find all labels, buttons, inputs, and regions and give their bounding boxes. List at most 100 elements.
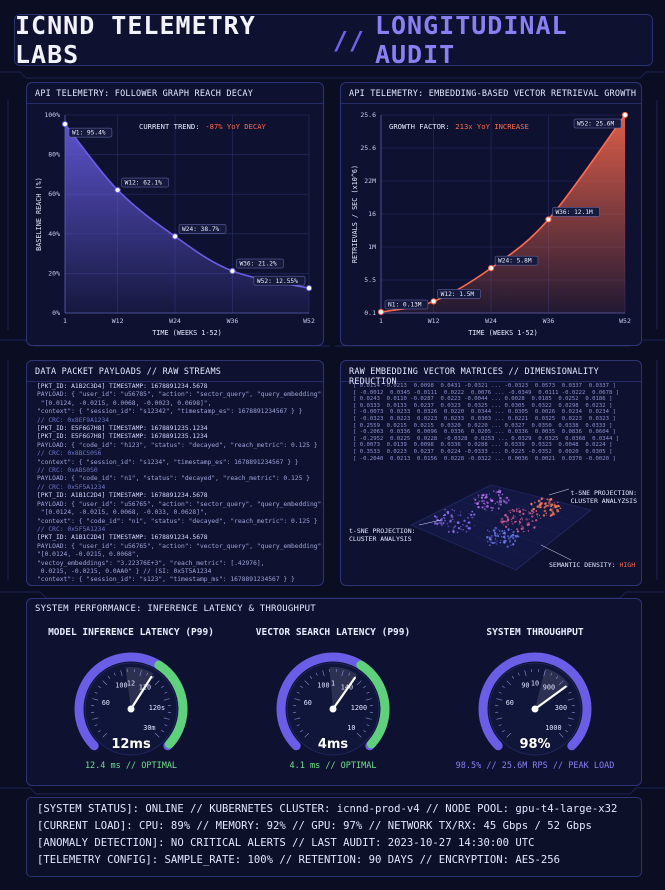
matrix-row: [ 0.0243 0.0110 -0.0287 0.0223 -0.0044 .… (353, 396, 613, 403)
data-point (229, 267, 236, 275)
cluster-dot (482, 493, 485, 497)
density-label: SEMANTIC DENSITY: (549, 561, 616, 569)
cluster-dot (457, 514, 459, 516)
data-point (621, 111, 629, 119)
trend-label: GROWTH FACTOR: (389, 122, 450, 131)
data-label: W36: 21.2% (239, 261, 277, 268)
gauge-tick-label: 100 (115, 681, 127, 689)
cluster-dot (486, 501, 489, 505)
cluster-dot (483, 508, 486, 510)
trend-value: -87% YoY DECAY (205, 122, 266, 131)
cluster-dot (504, 530, 506, 532)
data-label: W52: 12.55% (257, 278, 298, 285)
x-tick-label: W12 (428, 317, 440, 325)
cluster-dot (547, 504, 550, 507)
gauge-1-label: MODEL INFERENCE LATENCY (P99) (48, 627, 214, 638)
performance-title: SYSTEM PERFORMANCE: INFERENCE LATENCY & … (35, 604, 316, 614)
cluster-dot (551, 510, 554, 513)
cluster-dot (544, 501, 547, 505)
cluster-dot (503, 500, 506, 503)
cluster-dot (545, 504, 548, 508)
data-label: N1: 0.13M (388, 302, 422, 309)
cluster-dot (539, 506, 542, 509)
cluster-dot (459, 514, 462, 516)
cluster-dot (461, 523, 464, 526)
cluster-dot (554, 507, 556, 509)
cluster-dot (453, 521, 455, 523)
cluster-dot (553, 504, 556, 507)
cluster-dot (490, 535, 493, 537)
cluster-dot (433, 522, 437, 525)
gauge-tick-label: 10 (531, 680, 539, 688)
cluster-dot (493, 541, 496, 544)
cluster-dot (510, 528, 512, 531)
gauge-2-sub: 4.1 ms // OPTIMAL (289, 761, 377, 771)
y-tick-label: 16 (368, 210, 376, 218)
cluster-dot (549, 514, 552, 517)
gauge-group: 60100120120s30m1260100140120010160909003… (74, 652, 592, 756)
cluster-dot (501, 521, 504, 524)
cluster-dot (514, 539, 516, 541)
packet-line: "context": { "session_id": "s123", "time… (37, 576, 295, 584)
cluster-dot (532, 507, 535, 511)
cluster-dot (467, 521, 470, 524)
cluster-dot (498, 530, 501, 532)
cluster-dot (539, 517, 542, 520)
cluster-dot (488, 544, 491, 547)
trend-value: 213x YoY INCREASE (455, 122, 529, 131)
cluster-dot (446, 512, 450, 515)
cluster-dot (477, 506, 480, 509)
matrix-row: [ -0.2040 0.0213 0.0156 0.0228 -0.0322 .… (353, 455, 616, 462)
gauge-tick-label: 900 (543, 684, 555, 692)
cluster-dot (511, 516, 515, 520)
cluster-dot (448, 519, 452, 523)
matrix-row: [ -0.0323 0.0223 0.0223 0.0233 0.0303 ..… (353, 415, 616, 422)
cluster-dot (516, 509, 518, 512)
cluster-dot (503, 531, 506, 535)
cluster-dot (549, 504, 551, 506)
cluster-dot (499, 490, 502, 492)
cluster-dot (511, 518, 513, 520)
cluster-dot (476, 502, 479, 506)
cluster-dot (518, 510, 522, 513)
cluster-dot (457, 526, 461, 530)
gauge-tick-label: 300 (555, 704, 567, 712)
gauge-tick-label: 60 (102, 699, 110, 707)
packet-line: "context": { "code_id": "n1", "status": … (37, 517, 318, 525)
packet-line: "[0.0124, -0.0215, 0.0068", (37, 551, 140, 559)
cluster-dot (518, 523, 520, 525)
cluster-dot (522, 530, 525, 533)
cluster-dot (501, 530, 504, 533)
gauge-glow (329, 667, 358, 709)
cluster-dot (507, 523, 509, 526)
cluster-dot (501, 493, 504, 496)
embedding-panel: RAW EMBEDDING VECTOR MATRICES // DIMENSI… (340, 360, 642, 586)
cluster-dot (495, 543, 498, 545)
packet-line: "vectoy_embeddings": "3.22376E+3", "reac… (37, 559, 265, 567)
cluster-dot (489, 498, 492, 500)
data-point (545, 216, 552, 223)
cluster-dot (509, 539, 511, 541)
cluster-dot (542, 514, 546, 517)
cluster-dot (451, 518, 454, 521)
cluster-dot (488, 536, 491, 539)
gauge-hub (329, 705, 337, 713)
cluster-dot (505, 496, 509, 500)
cluster-dot (515, 520, 517, 522)
data-point (114, 186, 121, 194)
gauge-glow (125, 667, 154, 709)
cluster-dot (504, 525, 508, 528)
cluster-dot (531, 515, 534, 518)
x-tick-label: W52 (619, 317, 631, 325)
cluster-dot (527, 530, 530, 532)
cluster-dot (470, 517, 472, 519)
packet-line: // CRC: 0x8BCS0S6 (37, 450, 102, 458)
cluster-dot (499, 499, 501, 502)
page-header: ICNND TELEMETRY LABS // LONGITUDINAL AUD… (14, 11, 653, 69)
cluster-dot (452, 530, 455, 533)
cluster-dot (504, 513, 507, 517)
cluster-dot (508, 536, 511, 540)
cluster-dot (559, 507, 562, 510)
series-area (381, 115, 625, 313)
cluster-dot (480, 499, 484, 503)
